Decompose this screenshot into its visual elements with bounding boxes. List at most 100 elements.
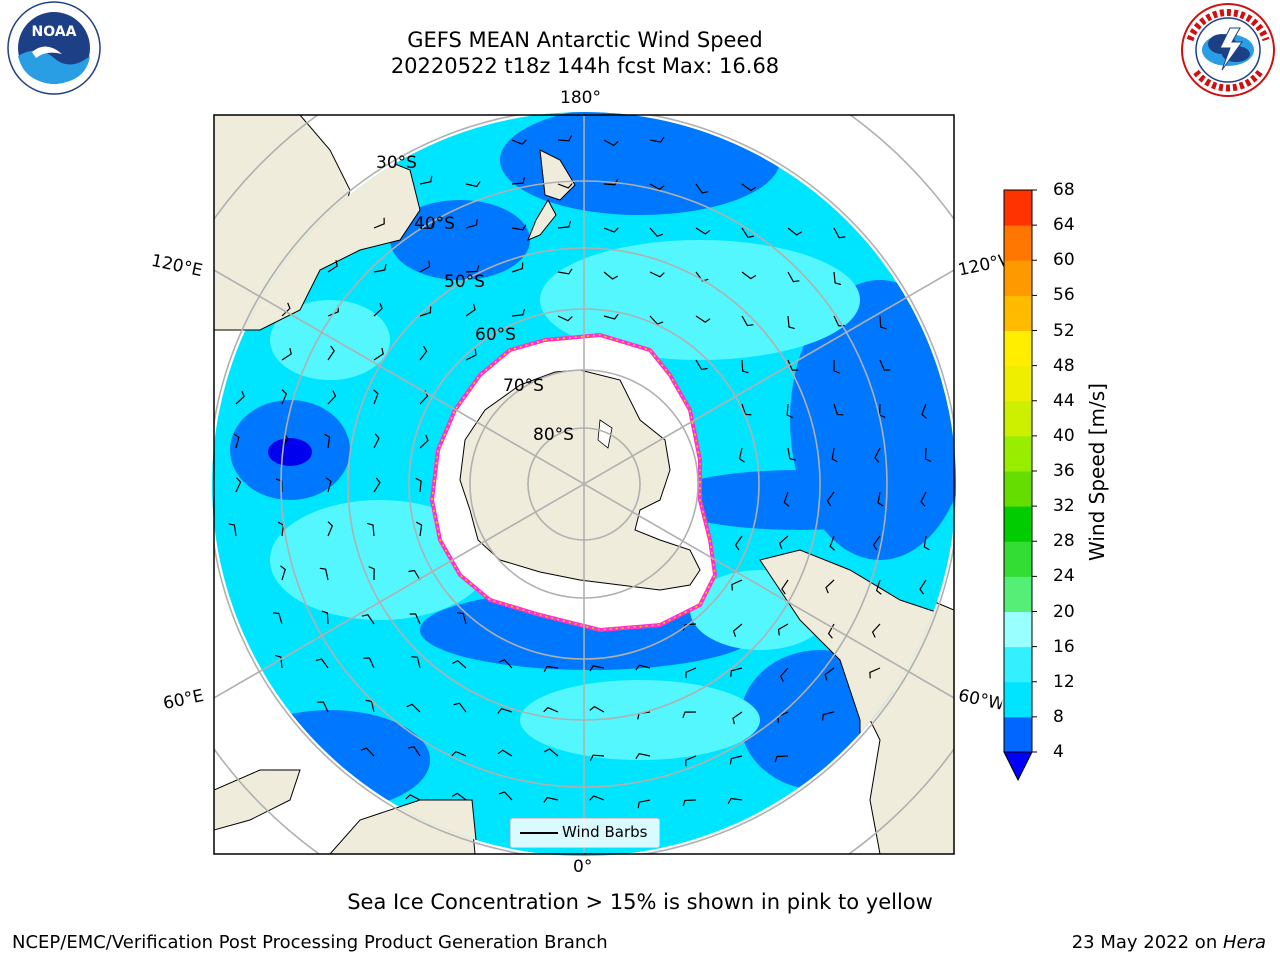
wind-barb (741, 227, 754, 238)
colorbar-segment (1004, 365, 1032, 402)
wind-barb (228, 523, 237, 537)
wind-barb (779, 667, 789, 682)
wind-barb (824, 667, 835, 681)
colorbar-segment (1004, 435, 1032, 472)
colorbar-tick-label: 64 (1053, 215, 1075, 236)
wind-barb (833, 227, 846, 239)
lon-label-top: 180° (560, 88, 601, 108)
colorbar-segment (1004, 225, 1032, 261)
wind-barb (734, 535, 743, 551)
lat-40: 40°S (414, 214, 455, 234)
graticule (214, 115, 954, 854)
wind-barb (543, 665, 559, 672)
wind-barb (419, 175, 433, 185)
wind-barb (589, 705, 605, 713)
wind-barb (786, 403, 793, 419)
wind-barb (821, 711, 835, 721)
wind-barb (731, 579, 743, 591)
wind-barb (281, 347, 292, 361)
wind-barb (635, 753, 651, 760)
wind-barb (367, 522, 375, 537)
colorbar-segment (1004, 471, 1032, 507)
wind-barb (498, 791, 513, 801)
wind-barb (732, 623, 743, 637)
wind-barb (730, 667, 743, 677)
wind-barb (419, 434, 429, 449)
wind-barb (235, 390, 245, 405)
wind-barb (727, 797, 743, 804)
wind-barb (871, 623, 881, 638)
colorbar-segment (1004, 330, 1032, 367)
wind-barb (833, 359, 840, 374)
wind-barb (778, 535, 789, 550)
wind-barb (741, 315, 754, 327)
footer-machine: Hera (1222, 932, 1266, 953)
colorbar-tick-label: 12 (1053, 671, 1075, 692)
wind-barb (497, 749, 513, 757)
colorbar-tick-label: 32 (1053, 496, 1075, 517)
colorbar-segment (1004, 576, 1032, 612)
nws-logo (1181, 3, 1275, 97)
wind-barb (411, 656, 421, 669)
wind-barb (408, 569, 421, 581)
wind-barb (465, 265, 480, 273)
wind-barb (373, 302, 383, 317)
wind-barb (321, 610, 329, 625)
wind-barb (419, 260, 431, 273)
wind-barb (831, 447, 838, 463)
wind-barb (365, 699, 375, 713)
wind-barb (874, 447, 881, 463)
wind-barb (920, 491, 927, 507)
wind-barb (281, 389, 288, 405)
wind-barb (787, 227, 803, 236)
wind-barb (511, 308, 526, 317)
wind-barb (373, 389, 379, 405)
wind-barb (373, 263, 387, 273)
wind-barb (685, 667, 697, 679)
wind-barb (453, 702, 467, 713)
wind-barb (373, 217, 385, 229)
wind-barb (741, 183, 757, 192)
wind-barb (872, 535, 881, 551)
colorbar-tick-label: 68 (1053, 180, 1075, 200)
wind-barb (315, 658, 329, 669)
wind-barb (738, 447, 745, 463)
wind-barb (879, 315, 887, 330)
wind-barb (774, 755, 789, 763)
wind-barb (923, 535, 930, 551)
wind-barb (360, 747, 375, 757)
wind-barb (373, 433, 380, 449)
wind-barb (373, 477, 381, 493)
wind-barb (457, 612, 467, 625)
wind-barb (787, 271, 800, 283)
colorbar-tick-label: 52 (1053, 320, 1075, 341)
wind-barb (685, 755, 697, 767)
wind-barb (589, 665, 605, 672)
colorbar-segment (1004, 400, 1032, 437)
wind-barb (729, 755, 743, 765)
wind-barb (557, 315, 573, 322)
wind-barb (649, 227, 664, 238)
colorbar-tick-label: 28 (1053, 531, 1075, 552)
wind-barb (557, 135, 573, 142)
wind-barb (405, 794, 421, 801)
colorbar-segment (1004, 541, 1032, 577)
colorbar-tick-label: 24 (1053, 566, 1075, 587)
wind-barb (695, 227, 711, 235)
colorbar-segment (1004, 506, 1032, 542)
colorbar-tick-label: 20 (1053, 601, 1075, 622)
colorbar-segment (1004, 681, 1032, 718)
noaa-logo-text: NOAA (32, 24, 77, 40)
wind-barb (741, 271, 757, 280)
wind-barb (497, 708, 513, 714)
wind-barb (511, 177, 526, 185)
wind-barb (416, 521, 423, 537)
wind-barb (649, 271, 665, 278)
wind-barb (543, 796, 559, 803)
wind-barb (275, 654, 283, 669)
lat-30: 30°S (376, 153, 417, 173)
wind-barb (361, 614, 375, 625)
wind-barb (682, 799, 697, 807)
wind-barb (465, 303, 476, 317)
